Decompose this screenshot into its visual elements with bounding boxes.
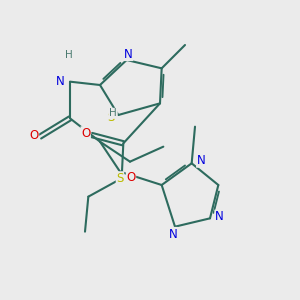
- Text: O: O: [81, 127, 90, 140]
- Text: N: N: [124, 47, 133, 61]
- Text: N: N: [169, 227, 178, 241]
- Text: N: N: [196, 154, 206, 167]
- Text: N: N: [56, 74, 65, 88]
- Text: H: H: [65, 50, 73, 60]
- Text: S: S: [116, 172, 124, 185]
- Text: O: O: [29, 129, 39, 142]
- Text: S: S: [107, 111, 115, 124]
- Text: H: H: [110, 108, 117, 118]
- Text: O: O: [126, 171, 136, 184]
- Text: N: N: [215, 210, 224, 223]
